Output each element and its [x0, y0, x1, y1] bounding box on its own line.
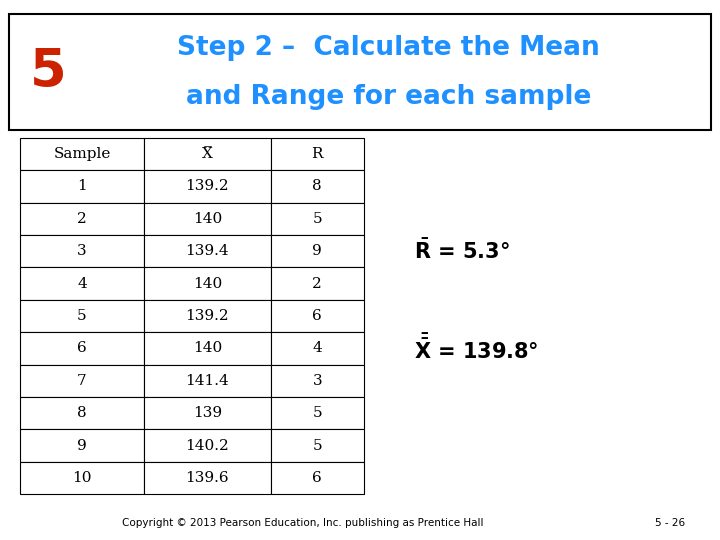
Text: 139.4: 139.4	[186, 244, 229, 258]
Text: 2: 2	[312, 276, 322, 291]
Text: $\mathbf{\bar{R}}$ = 5.3°: $\mathbf{\bar{R}}$ = 5.3°	[414, 239, 510, 264]
Bar	[20, 235, 144, 267]
Bar	[144, 300, 271, 332]
Text: 140: 140	[193, 341, 222, 355]
Bar	[9, 14, 711, 130]
Bar	[20, 364, 144, 397]
Bar	[20, 267, 144, 300]
Text: 6: 6	[77, 341, 87, 355]
Text: 8: 8	[312, 179, 322, 193]
Bar	[144, 170, 271, 202]
Bar	[144, 332, 271, 365]
Bar	[271, 429, 364, 462]
Bar	[271, 364, 364, 397]
Bar	[271, 235, 364, 267]
Bar	[20, 300, 144, 332]
Bar	[20, 138, 144, 170]
Text: 5 - 26: 5 - 26	[654, 518, 685, 528]
Bar	[144, 235, 271, 267]
Text: 3: 3	[312, 374, 322, 388]
Bar	[144, 202, 271, 235]
Text: 2: 2	[77, 212, 87, 226]
Text: 8: 8	[77, 406, 87, 420]
Text: Step 2 –  Calculate the Mean: Step 2 – Calculate the Mean	[177, 35, 600, 62]
Text: 5: 5	[312, 406, 322, 420]
Text: X̅: X̅	[202, 147, 213, 161]
Bar	[20, 202, 144, 235]
Text: and Range for each sample: and Range for each sample	[186, 84, 592, 110]
Bar	[271, 397, 364, 429]
Bar	[271, 332, 364, 365]
Bar	[20, 332, 144, 365]
Bar	[20, 429, 144, 462]
Text: Copyright © 2013 Pearson Education, Inc. publishing as Prentice Hall: Copyright © 2013 Pearson Education, Inc.…	[122, 518, 483, 528]
Text: 3: 3	[77, 244, 87, 258]
Bar	[271, 202, 364, 235]
Bar	[271, 170, 364, 202]
Bar	[144, 429, 271, 462]
Bar	[271, 462, 364, 494]
Bar	[20, 170, 144, 202]
Text: 140: 140	[193, 212, 222, 226]
Bar	[144, 364, 271, 397]
Text: 10: 10	[72, 471, 91, 485]
Text: 5: 5	[77, 309, 87, 323]
Bar	[20, 397, 144, 429]
Text: 6: 6	[312, 309, 322, 323]
Text: $\mathbf{\bar{\bar{X}}}$ = 139.8°: $\mathbf{\bar{\bar{X}}}$ = 139.8°	[414, 334, 539, 363]
Text: 5: 5	[312, 212, 322, 226]
Bar	[271, 300, 364, 332]
Bar	[144, 267, 271, 300]
Bar	[271, 267, 364, 300]
Bar	[144, 138, 271, 170]
Text: 139.2: 139.2	[186, 179, 229, 193]
Text: 4: 4	[312, 341, 322, 355]
Text: 9: 9	[312, 244, 322, 258]
Text: 139.6: 139.6	[186, 471, 229, 485]
Bar	[144, 462, 271, 494]
Text: R: R	[312, 147, 323, 161]
Text: 9: 9	[77, 438, 87, 453]
Text: 5: 5	[30, 45, 66, 98]
Bar	[271, 138, 364, 170]
Text: 1: 1	[77, 179, 87, 193]
Text: 7: 7	[77, 374, 87, 388]
Text: 139: 139	[193, 406, 222, 420]
Text: 140: 140	[193, 276, 222, 291]
Text: 139.2: 139.2	[186, 309, 229, 323]
Text: 140.2: 140.2	[186, 438, 229, 453]
Bar	[144, 397, 271, 429]
Text: 141.4: 141.4	[186, 374, 229, 388]
Text: 6: 6	[312, 471, 322, 485]
Text: Sample: Sample	[53, 147, 111, 161]
Text: 4: 4	[77, 276, 87, 291]
Text: 5: 5	[312, 438, 322, 453]
Bar	[20, 462, 144, 494]
